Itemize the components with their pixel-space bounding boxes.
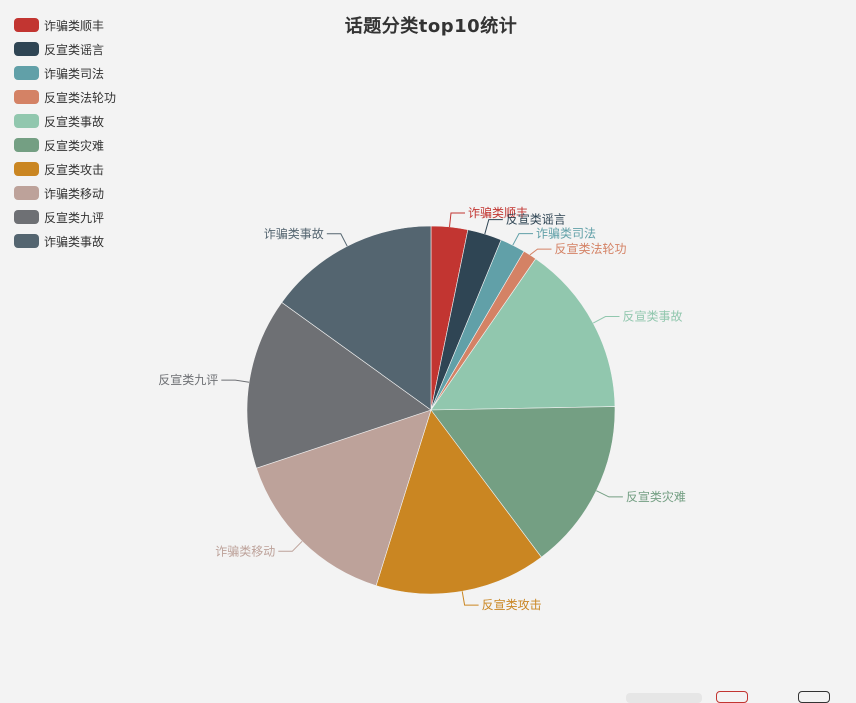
- legend-item[interactable]: 反宣类灾难: [14, 133, 116, 157]
- label-leader-line: [221, 379, 250, 383]
- legend-label: 反宣类谣言: [44, 42, 105, 57]
- legend-swatch: [14, 114, 39, 128]
- label-leader-line: [512, 233, 533, 246]
- slice-label: 反宣类事故: [623, 309, 683, 324]
- slice-label: 诈骗类司法: [536, 226, 596, 241]
- slice-label: 诈骗类移动: [215, 543, 275, 558]
- pie-slice[interactable]: [246, 301, 432, 469]
- legend-swatch: [14, 210, 39, 224]
- legend-swatch: [14, 186, 39, 200]
- legend-label: 反宣类事故: [44, 114, 105, 129]
- label-leader-line: [449, 212, 465, 227]
- legend-label: 反宣类九评: [44, 210, 105, 225]
- label-leader-line: [278, 540, 303, 552]
- legend-label: 诈骗类事故: [44, 234, 105, 249]
- label-leader-line: [592, 316, 620, 324]
- legend: 诈骗类顺丰反宣类谣言诈骗类司法反宣类法轮功 反宣类事故反宣类灾难反宣类攻击诈骗类移…: [14, 13, 116, 253]
- pie-slice[interactable]: [430, 258, 616, 411]
- legend-swatch: [14, 18, 39, 32]
- legend-item[interactable]: 反宣类攻击: [14, 157, 116, 181]
- legend-label: 反宣类灾难: [44, 138, 105, 153]
- slice-label: 反宣类灾难: [626, 489, 686, 504]
- slice-label: 诈骗类事故: [264, 226, 324, 241]
- label-leader-line: [529, 248, 552, 256]
- label-leader-line: [326, 233, 348, 247]
- slice-label: 反宣类法轮功: [555, 241, 627, 256]
- legend-swatch: [14, 162, 39, 176]
- legend-item[interactable]: 诈骗类顺丰: [14, 13, 116, 37]
- legend-item[interactable]: 诈骗类移动: [14, 181, 116, 205]
- legend-swatch: [14, 42, 39, 56]
- legend-swatch: [14, 138, 39, 152]
- legend-label: 反宣类法轮功: [44, 90, 117, 105]
- legend-item[interactable]: 反宣类谣言: [14, 37, 116, 61]
- legend-item[interactable]: 反宣类事故: [14, 109, 116, 133]
- legend-label: 诈骗类司法: [44, 66, 105, 81]
- toolbox-icon[interactable]: [716, 691, 748, 703]
- label-leader-line: [596, 490, 623, 498]
- slice-label: 诈骗类顺丰: [468, 205, 528, 220]
- legend-item[interactable]: 诈骗类事故: [14, 229, 116, 253]
- chart-title: 话题分类top10统计: [344, 16, 518, 37]
- legend-swatch: [14, 66, 39, 80]
- legend-swatch: [14, 90, 39, 104]
- slice-label: 反宣类攻击: [482, 597, 542, 612]
- legend-label: 反宣类攻击: [44, 162, 105, 177]
- slice-label: 反宣类谣言: [506, 212, 566, 227]
- label-leader-line: [484, 219, 503, 235]
- legend-item[interactable]: 诈骗类司法: [14, 61, 116, 85]
- slice-label: 反宣类九评: [158, 372, 218, 387]
- toolbox-button[interactable]: [626, 693, 702, 703]
- legend-swatch: [14, 234, 39, 248]
- legend-label: 诈骗类顺丰: [44, 18, 105, 33]
- legend-item[interactable]: 反宣类法轮功: [14, 85, 116, 109]
- label-leader-line: [461, 591, 479, 606]
- toolbox-icon[interactable]: [798, 691, 830, 703]
- legend-item[interactable]: 反宣类九评: [14, 205, 116, 229]
- legend-label: 诈骗类移动: [44, 186, 105, 201]
